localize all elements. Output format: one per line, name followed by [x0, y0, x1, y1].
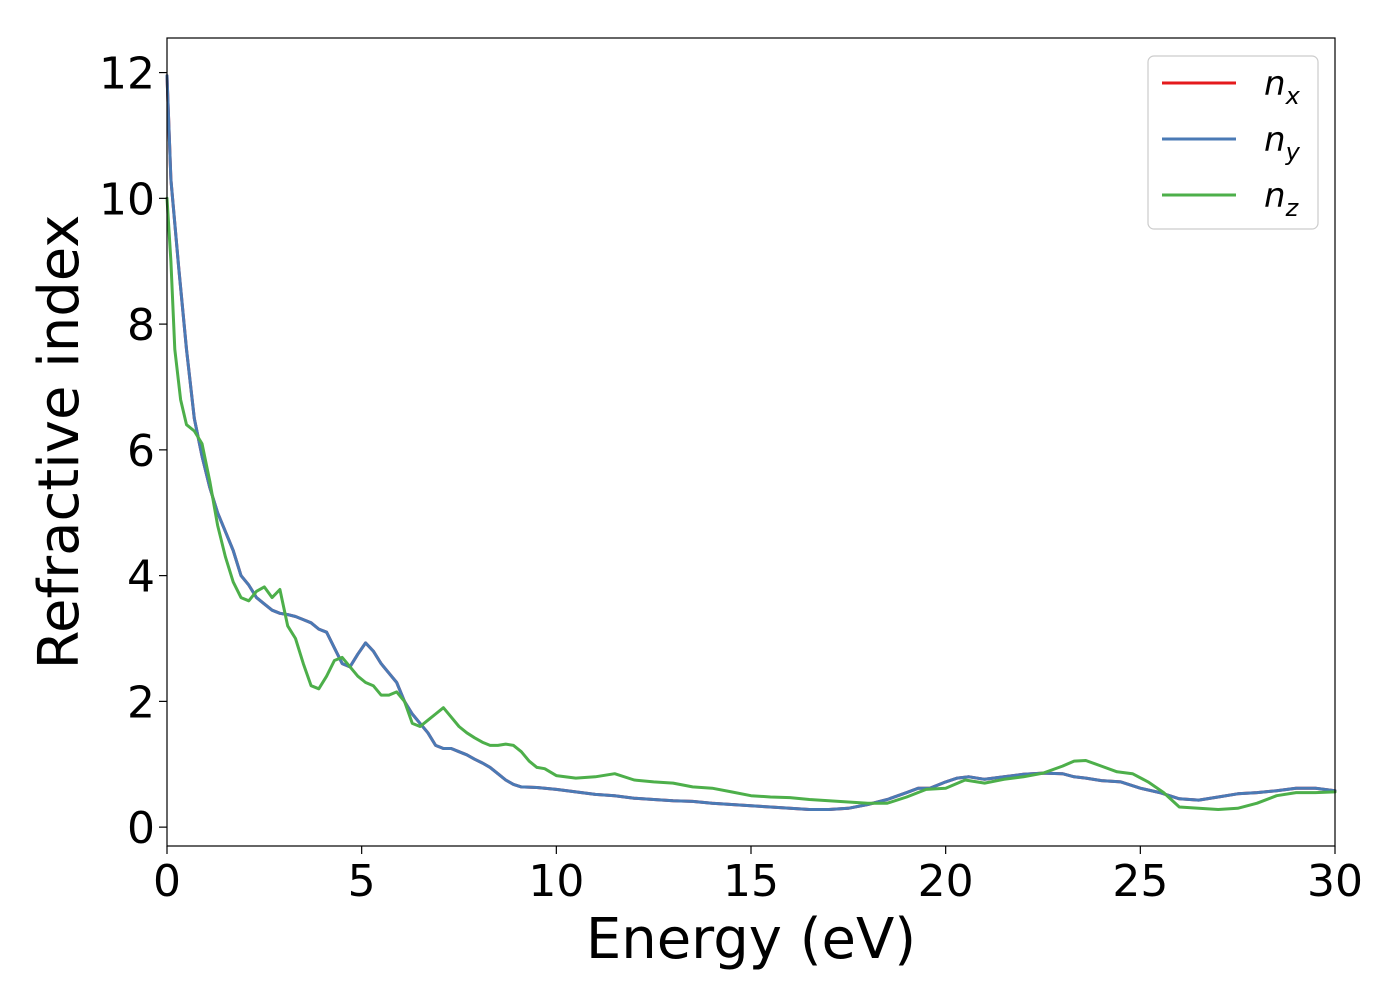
- x-tick-label: 30: [1307, 856, 1363, 907]
- y-tick-label: 6: [127, 426, 155, 477]
- legend-box: [1147, 55, 1319, 230]
- x-tick-label: 0: [153, 856, 181, 907]
- legend-label-nx: nx: [1264, 64, 1301, 110]
- series-layer: [165, 74, 1337, 811]
- y-tick-label: 4: [127, 552, 155, 603]
- x-tick-label: 10: [528, 856, 584, 907]
- legend-label-subscript: y: [1285, 138, 1301, 166]
- series-line-nz: [165, 196, 1337, 811]
- x-axis: 0 5 10 15 20 25 30: [153, 846, 1363, 907]
- x-tick-label: 25: [1112, 856, 1168, 907]
- x-tick-label: 5: [348, 856, 376, 907]
- y-tick-label: 8: [127, 300, 155, 351]
- legend-label-base: n: [1264, 64, 1286, 104]
- legend-label-subscript: x: [1285, 82, 1301, 110]
- x-axis-title: Energy (eV): [586, 907, 916, 972]
- y-axis: 0 2 4 6 8 10 12: [99, 49, 167, 854]
- legend-label-nz: nz: [1264, 176, 1300, 222]
- y-tick-label: 10: [99, 174, 155, 225]
- x-tick-label: 15: [723, 856, 779, 907]
- series-line-ny: [165, 74, 1337, 811]
- legend-label-base: n: [1264, 120, 1286, 160]
- y-tick-label: 0: [127, 803, 155, 854]
- legend-label-subscript: z: [1285, 194, 1300, 222]
- x-tick-label: 20: [918, 856, 974, 907]
- y-axis-title: Refractive index: [27, 215, 92, 670]
- y-tick-label: 12: [99, 49, 155, 100]
- y-tick-label: 2: [127, 677, 155, 728]
- legend-label-ny: ny: [1264, 120, 1301, 166]
- legend-label-base: n: [1264, 176, 1286, 216]
